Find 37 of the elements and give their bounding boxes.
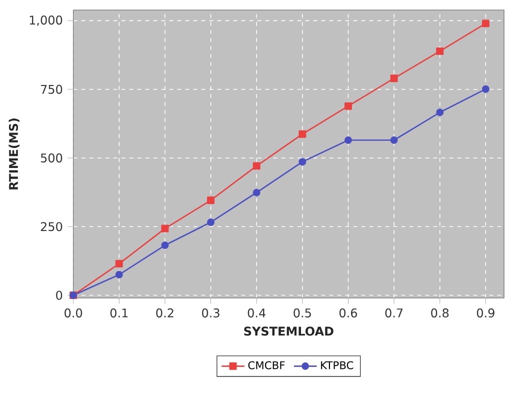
y-tick-label: 750 (41, 84, 62, 94)
x-tick-label: 0.2 (156, 308, 174, 318)
y-tick-label: 0 (56, 290, 62, 300)
point (344, 102, 352, 110)
legend-label: KTPBC (321, 361, 354, 370)
x-tick-label: 0.0 (64, 308, 82, 318)
point (252, 188, 260, 196)
y-axis-title: RTIME(MS) (8, 118, 20, 190)
point (298, 130, 306, 138)
point (252, 162, 260, 170)
point (161, 242, 169, 250)
x-tick-label: 0.5 (294, 308, 311, 318)
x-tick-label: 0.4 (248, 308, 266, 318)
y-tick-label: 500 (40, 153, 62, 163)
point (207, 218, 215, 226)
x-tick-label: 0.1 (110, 308, 128, 318)
point (344, 136, 352, 144)
y-tick-label: 1,000 (30, 16, 62, 26)
x-tick-label: 0.7 (385, 308, 403, 318)
x-tick-label: 0.3 (202, 308, 220, 318)
point (482, 85, 490, 93)
x-tick-label: 0.8 (431, 308, 449, 318)
point (482, 20, 490, 28)
point (115, 270, 123, 278)
point (298, 158, 306, 166)
legend-label: CMCBF (248, 361, 285, 370)
x-tick-label: 0.6 (339, 308, 358, 318)
point (390, 136, 398, 144)
x-tick-label: 0.9 (476, 308, 494, 318)
x-axis-title: SYSTEMLOAD (244, 326, 334, 336)
point (436, 108, 444, 116)
point (115, 260, 123, 268)
point (161, 224, 169, 232)
point (436, 47, 444, 55)
point (390, 74, 398, 82)
point (207, 196, 215, 204)
y-tick-label: 250 (40, 222, 62, 232)
